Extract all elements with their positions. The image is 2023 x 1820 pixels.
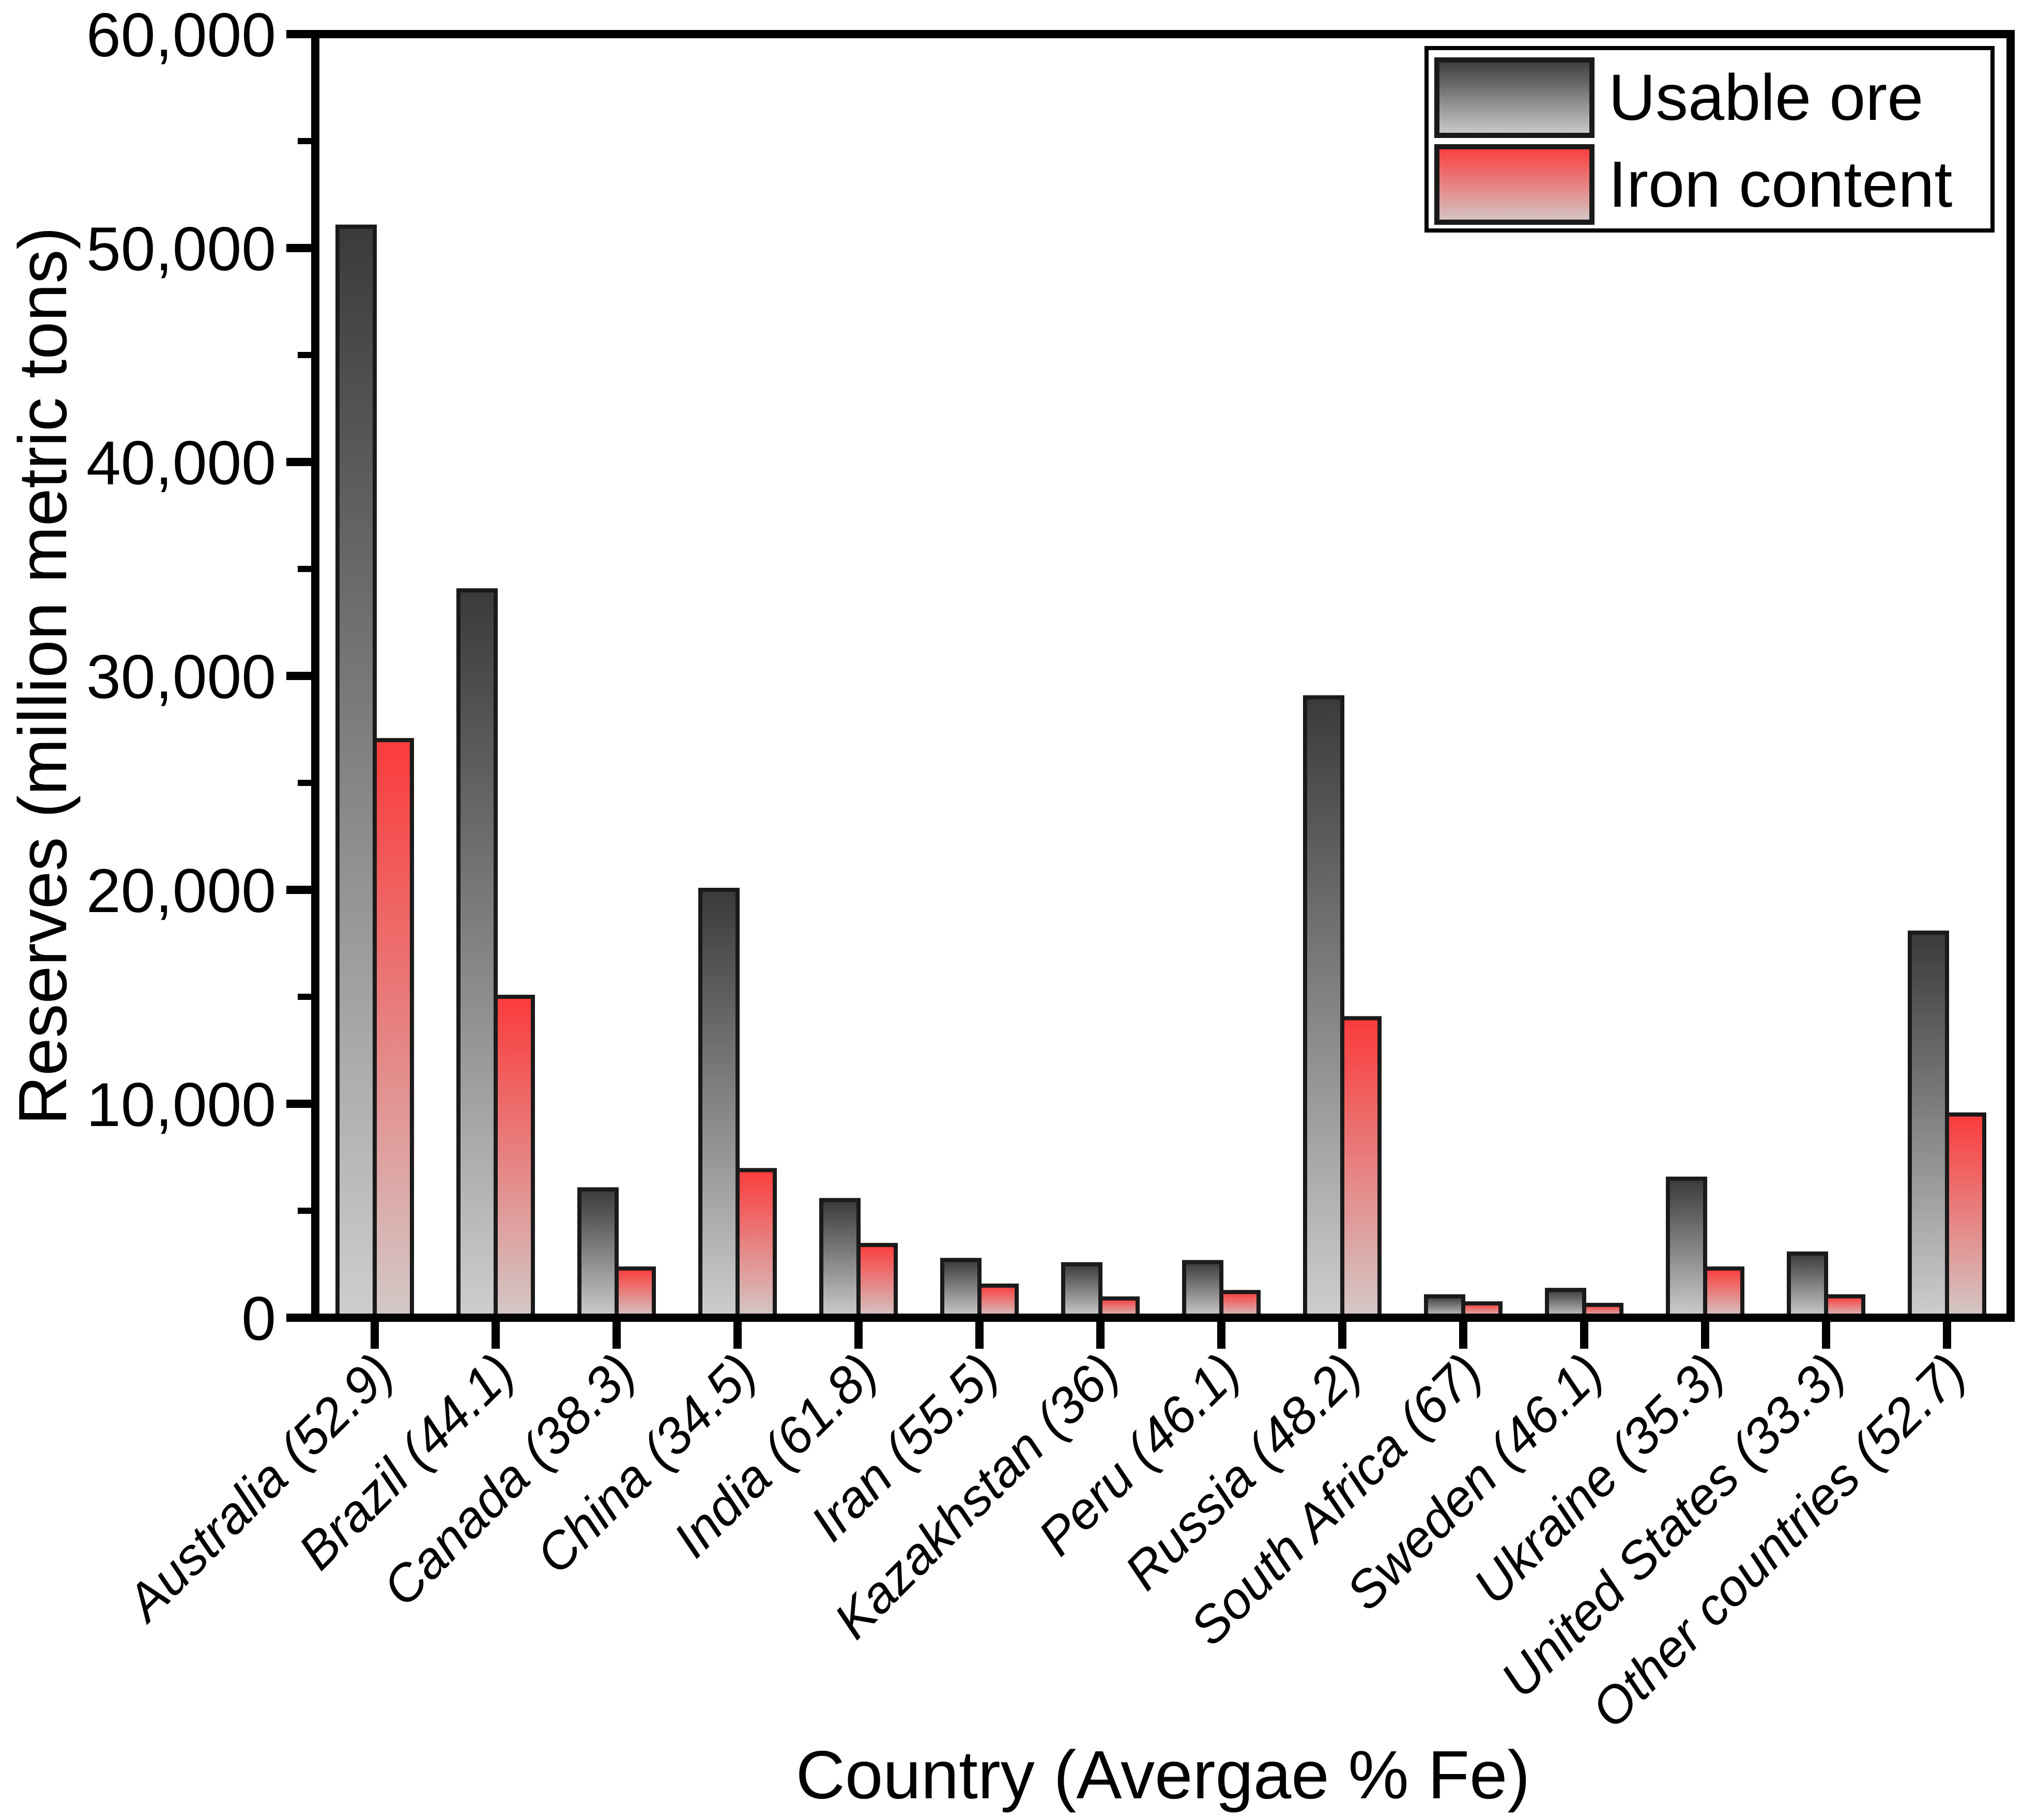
- bar-usable-ore-canada-38-3: [577, 1187, 619, 1320]
- y-tick-label: 0: [241, 1284, 276, 1353]
- bar-iron-content-other-countries-52-7: [1945, 1112, 1986, 1320]
- bar-iron-content-russia-48-2: [1340, 1016, 1382, 1320]
- bar-usable-ore-iran-55-5: [940, 1258, 982, 1320]
- bar-usable-ore-ukraine-35-3: [1666, 1176, 1707, 1320]
- bar-iron-content-iran-55-5: [977, 1283, 1019, 1320]
- bar-iron-content-australia-52-9: [373, 738, 414, 1320]
- bar-usable-ore-brazil-44-1: [456, 588, 498, 1320]
- y-tick-label: 50,000: [86, 214, 276, 284]
- bar-iron-content-india-61-8: [856, 1243, 898, 1320]
- x-axis-title: Country (Avergae % Fe): [796, 1737, 1530, 1813]
- bar-iron-content-brazil-44-1: [494, 995, 535, 1320]
- bar-iron-content-canada-38-3: [615, 1266, 656, 1320]
- bar-usable-ore-russia-48-2: [1303, 695, 1344, 1320]
- y-tick-label: 30,000: [86, 642, 276, 712]
- y-tick-label: 40,000: [86, 428, 276, 498]
- bar-usable-ore-australia-52-9: [335, 224, 377, 1320]
- axes-layer: [286, 30, 2015, 1349]
- legend-swatch-usable-ore: [1434, 57, 1595, 138]
- bars-layer: [335, 224, 1986, 1320]
- bar-usable-ore-sweden-46-1: [1545, 1288, 1586, 1320]
- bar-iron-content-ukraine-35-3: [1703, 1266, 1744, 1320]
- bar-usable-ore-peru-46-1: [1182, 1260, 1223, 1320]
- legend: Usable ore Iron content: [1424, 46, 1995, 233]
- bar-usable-ore-united-states-33-3: [1787, 1251, 1828, 1320]
- legend-label-iron-content: Iron content: [1608, 148, 1952, 221]
- bar-usable-ore-kazakhstan-36: [1061, 1262, 1102, 1320]
- bar-iron-content-china-34-5: [735, 1168, 777, 1320]
- y-tick-label: 60,000: [86, 1, 276, 70]
- y-axis-title: Reserves (million metric tons): [5, 227, 81, 1125]
- bar-usable-ore-other-countries-52-7: [1908, 930, 1949, 1320]
- legend-swatch-iron-content: [1434, 144, 1595, 225]
- legend-label-usable-ore: Usable ore: [1608, 61, 1923, 134]
- y-tick-label: 10,000: [86, 1070, 276, 1139]
- y-tick-label: 20,000: [86, 856, 276, 926]
- bar-usable-ore-china-34-5: [698, 888, 740, 1320]
- bar-usable-ore-india-61-8: [819, 1198, 861, 1320]
